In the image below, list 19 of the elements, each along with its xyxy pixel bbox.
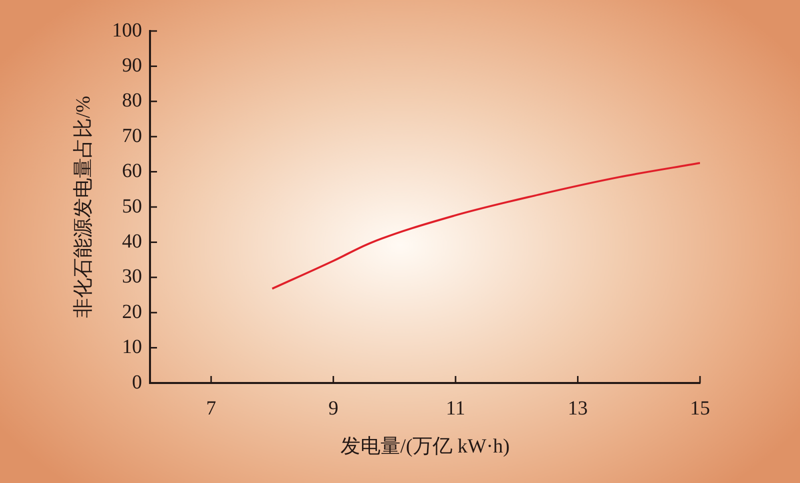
y-tick-label: 0 [132,371,142,394]
y-tick-label: 20 [122,300,142,323]
x-tick-label: 11 [446,397,466,420]
y-tick-label: 30 [122,266,142,288]
y-axis-title: 非化石能源发电量占比/% [72,96,94,318]
y-tick-label: 80 [122,90,142,112]
x-tick-label: 13 [568,397,588,420]
y-tick-label: 60 [122,160,142,182]
y-tick-label: 50 [122,195,142,218]
y-tick-label: 70 [122,124,142,147]
y-tick-label: 90 [122,54,142,76]
x-tick-label: 9 [328,397,338,420]
x-tick-label: 7 [206,397,216,420]
line-series [271,162,700,290]
y-tick-label: 10 [122,336,142,358]
x-axis-title: 发电量/(万亿 kW·h) [340,435,510,458]
y-tick-label: 40 [122,230,142,252]
y-tick-label: 100 [112,19,142,42]
x-tick-label: 15 [690,397,710,420]
